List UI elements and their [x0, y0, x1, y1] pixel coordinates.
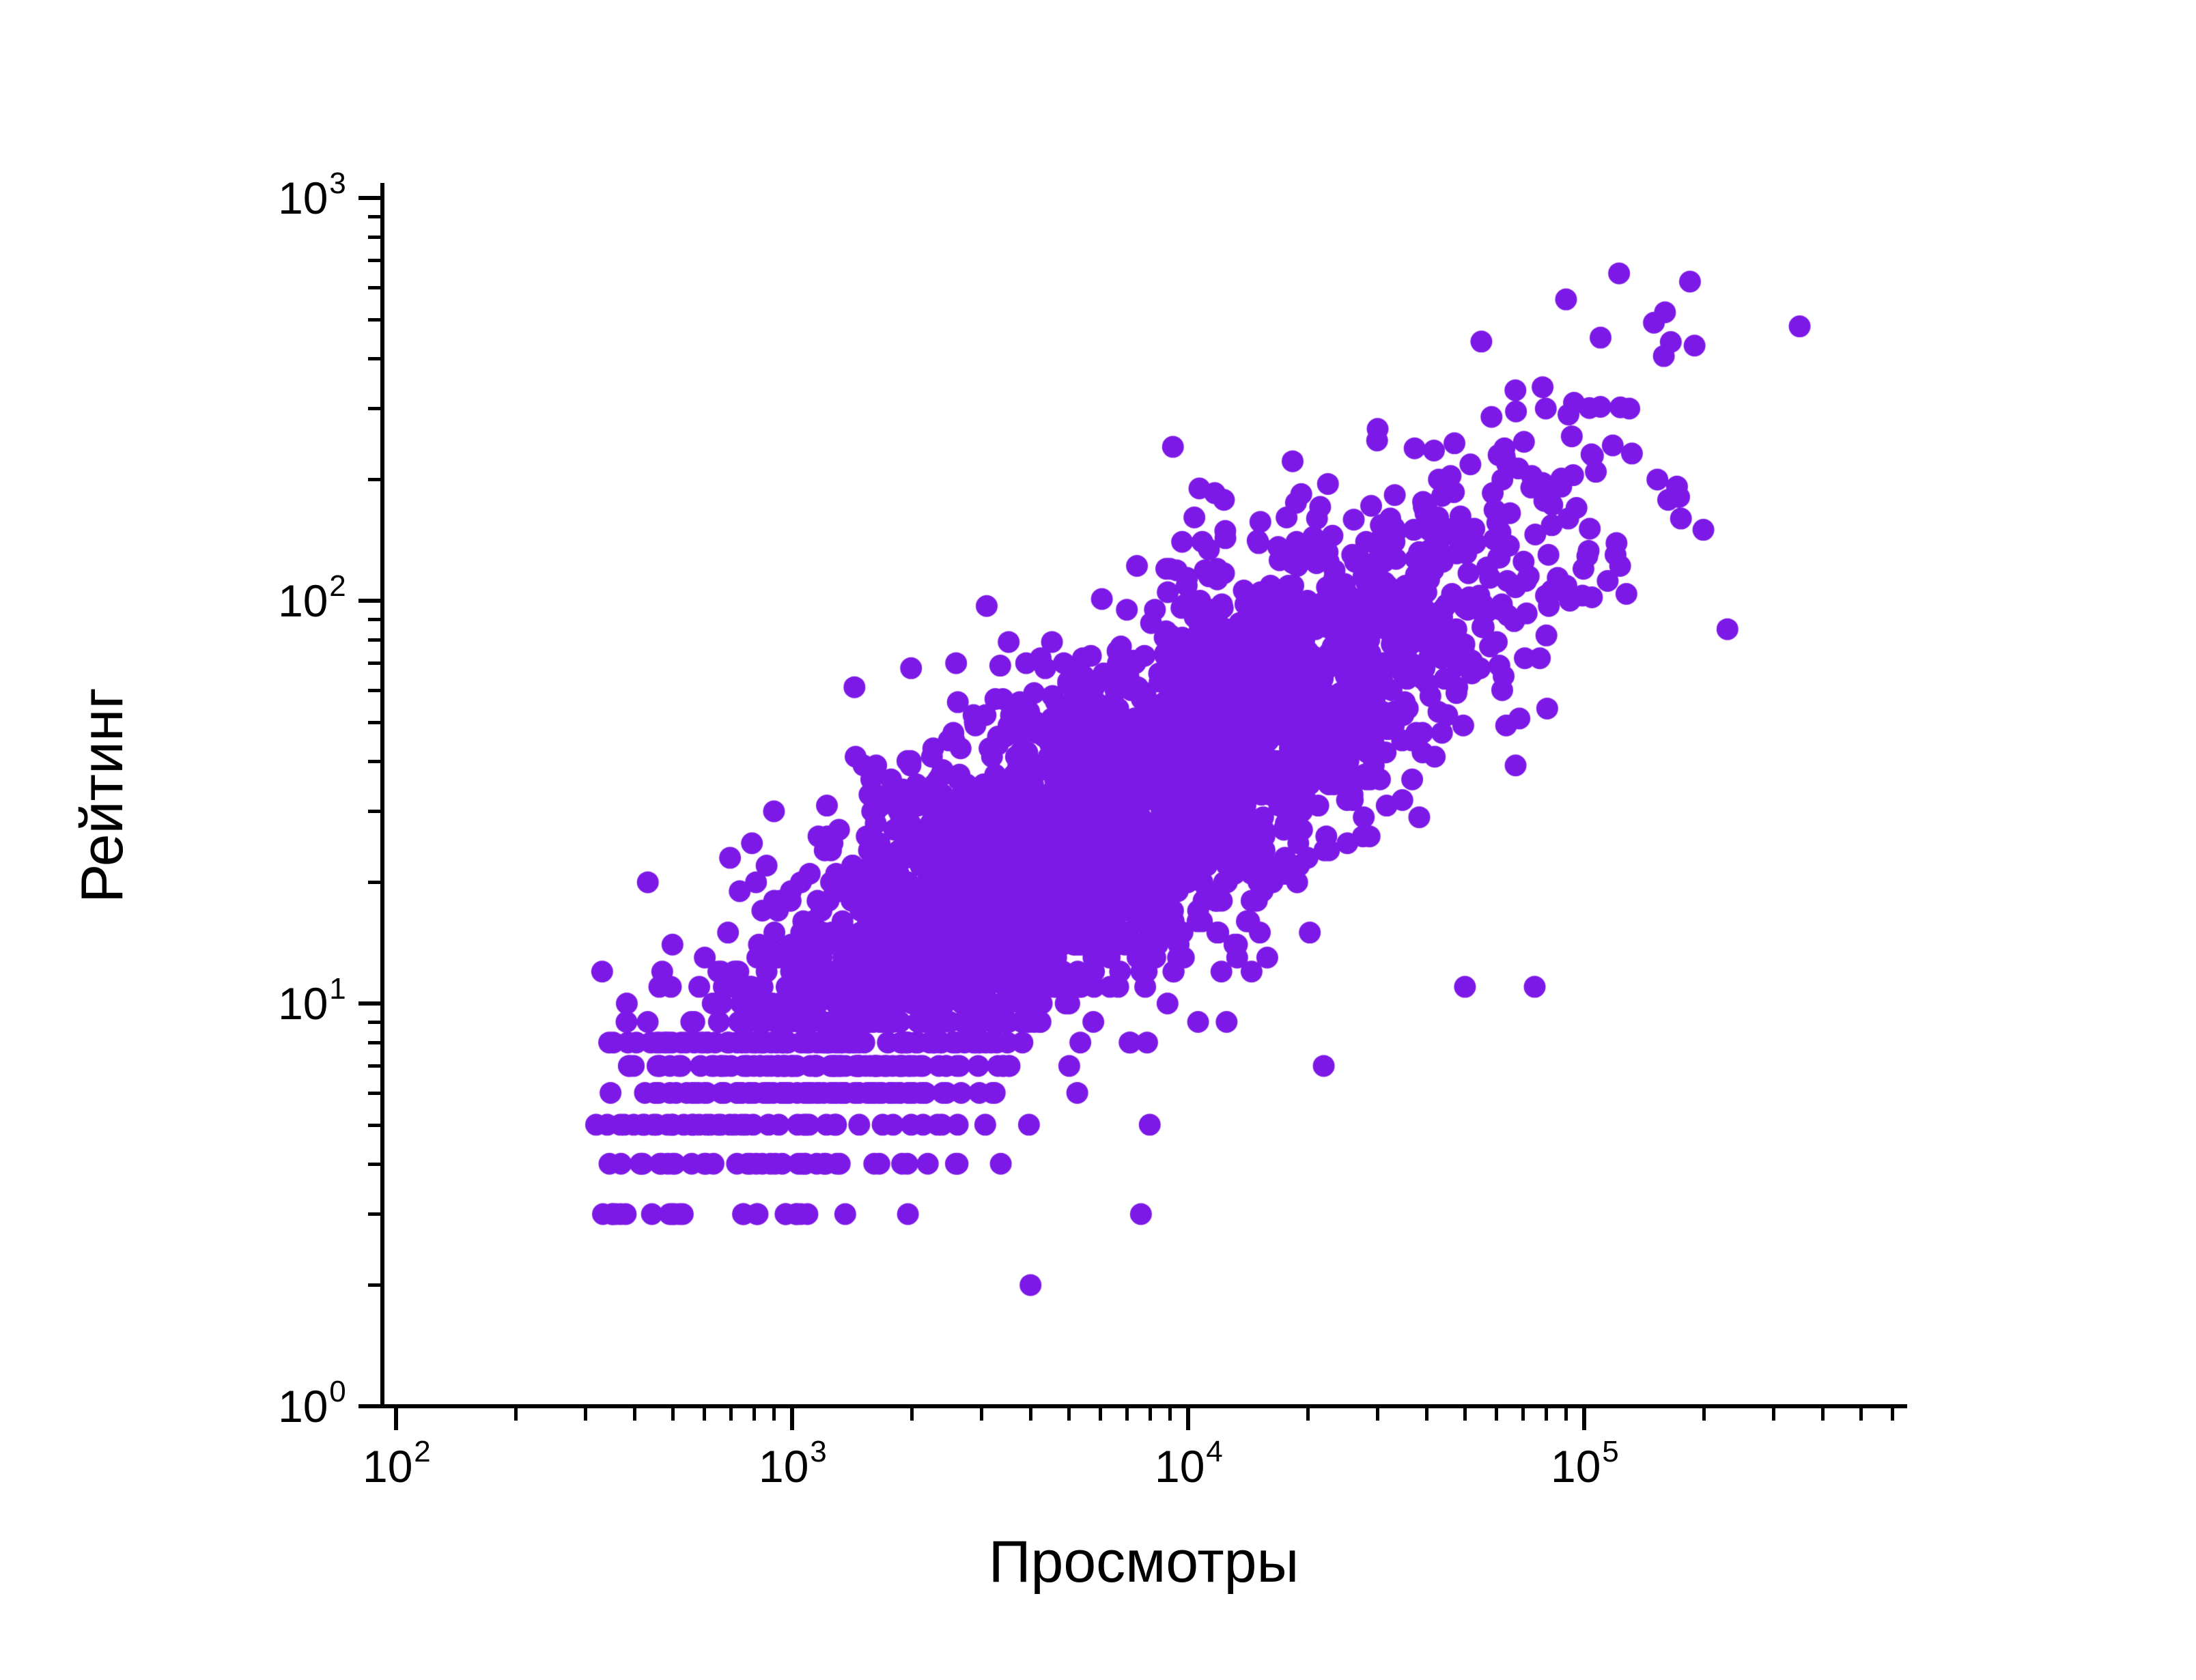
y-minor-tick — [368, 259, 380, 263]
x-minor-tick — [1375, 1408, 1379, 1421]
y-minor-tick — [368, 1020, 380, 1024]
x-major-tick — [1582, 1408, 1586, 1430]
x-minor-tick — [1859, 1408, 1863, 1421]
y-minor-tick — [368, 759, 380, 763]
x-minor-tick — [633, 1408, 637, 1421]
x-minor-tick — [583, 1408, 587, 1421]
x-minor-tick — [671, 1408, 675, 1421]
y-minor-tick — [368, 1091, 380, 1095]
y-minor-tick — [368, 478, 380, 482]
y-minor-tick — [368, 236, 380, 240]
y-minor-tick — [368, 638, 380, 642]
y-minor-tick — [368, 1064, 380, 1068]
y-major-tick — [358, 196, 380, 200]
x-minor-tick — [1463, 1408, 1467, 1421]
x-major-tick — [790, 1408, 794, 1430]
x-minor-tick — [513, 1408, 518, 1421]
x-minor-tick — [1148, 1408, 1152, 1421]
x-minor-tick — [1495, 1408, 1499, 1421]
y-axis-line — [380, 183, 384, 1408]
x-tick-label: 103 — [759, 1435, 827, 1492]
x-minor-tick — [752, 1408, 756, 1421]
y-minor-tick — [368, 1283, 380, 1287]
y-minor-tick — [368, 356, 380, 360]
y-major-tick — [358, 1001, 380, 1006]
y-tick-label: 102 — [278, 569, 346, 626]
y-minor-tick — [368, 407, 380, 411]
y-minor-tick — [368, 1123, 380, 1127]
y-minor-tick — [368, 720, 380, 724]
y-minor-tick — [368, 214, 380, 218]
x-tick-label: 105 — [1551, 1435, 1619, 1492]
x-minor-tick — [979, 1408, 983, 1421]
y-minor-tick — [368, 1041, 380, 1045]
x-minor-tick — [729, 1408, 733, 1421]
x-major-tick — [1186, 1408, 1190, 1430]
y-tick-label: 101 — [278, 972, 346, 1029]
x-minor-tick — [703, 1408, 707, 1421]
y-axis-title: Рейтинг — [70, 687, 135, 903]
x-minor-tick — [1099, 1408, 1103, 1421]
x-minor-tick — [1067, 1408, 1071, 1421]
x-tick-label: 102 — [363, 1435, 431, 1492]
y-tick-label: 103 — [278, 167, 346, 223]
x-minor-tick — [1425, 1408, 1429, 1421]
x-minor-tick — [1564, 1408, 1568, 1421]
x-minor-tick — [1702, 1408, 1706, 1421]
y-minor-tick — [368, 810, 380, 814]
y-major-tick — [358, 599, 380, 603]
x-minor-tick — [1821, 1408, 1825, 1421]
x-tick-label: 104 — [1155, 1435, 1223, 1492]
y-minor-tick — [368, 317, 380, 322]
x-minor-tick — [1771, 1408, 1775, 1421]
x-axis-title: Просмотры — [988, 1529, 1299, 1595]
y-minor-tick — [368, 1162, 380, 1166]
y-minor-tick — [368, 1212, 380, 1216]
y-tick-label: 100 — [278, 1375, 346, 1432]
x-major-tick — [394, 1408, 398, 1430]
x-minor-tick — [772, 1408, 776, 1421]
x-minor-tick — [1168, 1408, 1172, 1421]
y-minor-tick — [368, 285, 380, 289]
x-minor-tick — [910, 1408, 914, 1421]
x-minor-tick — [1125, 1408, 1129, 1421]
y-major-tick — [358, 1404, 380, 1408]
x-minor-tick — [1029, 1408, 1033, 1421]
x-minor-tick — [1521, 1408, 1525, 1421]
y-minor-tick — [368, 688, 380, 692]
x-minor-tick — [1891, 1408, 1895, 1421]
x-minor-tick — [1544, 1408, 1548, 1421]
y-minor-tick — [368, 661, 380, 666]
x-axis-line — [380, 1404, 1907, 1408]
x-minor-tick — [1306, 1408, 1310, 1421]
y-minor-tick — [368, 617, 380, 621]
y-minor-tick — [368, 881, 380, 885]
